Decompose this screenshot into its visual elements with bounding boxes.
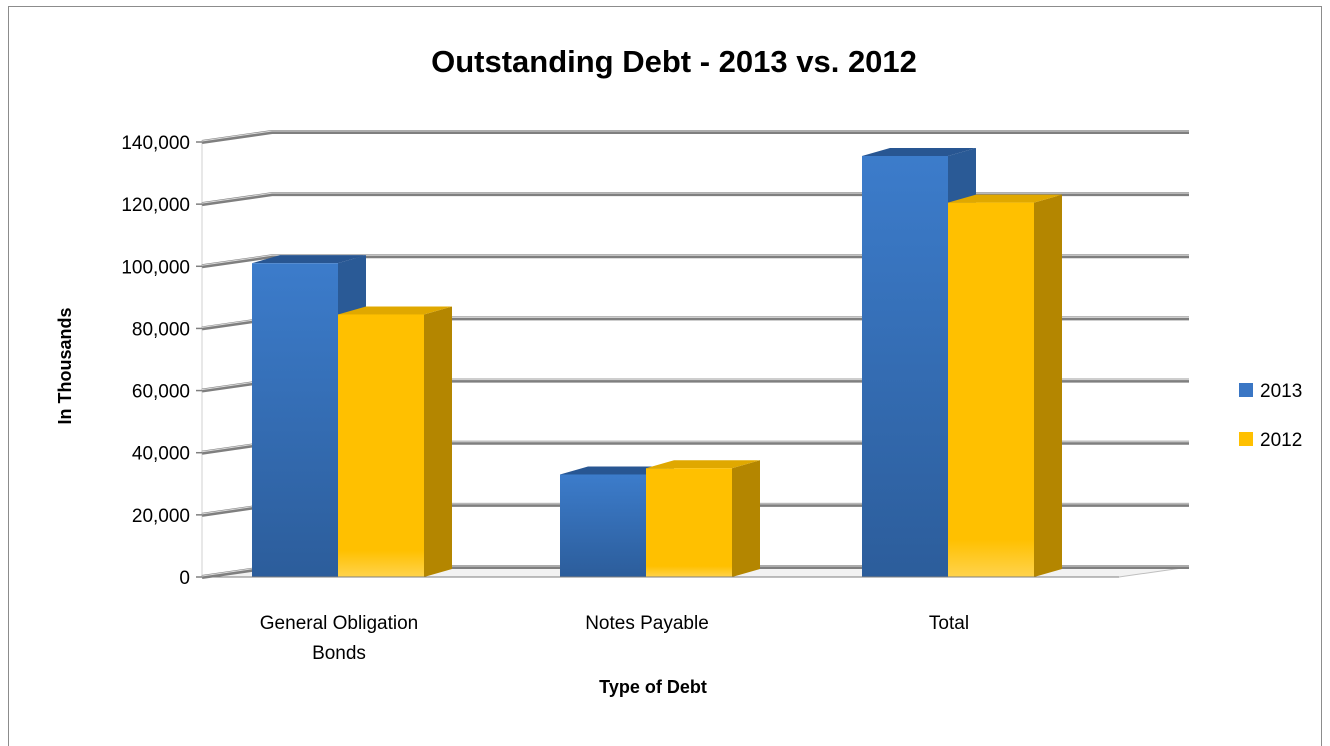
bar-front-face (862, 155, 948, 577)
y-tick-label: 140,000 (121, 133, 190, 154)
bar-side-face (1034, 194, 1062, 577)
legend-swatch-2012 (1239, 432, 1253, 446)
x-tick-label: Notes Payable (585, 613, 709, 634)
bar-front-face (252, 263, 338, 577)
chart-frame: 0 20,000 40,000 60,000 80,000 100,000 120,000 1… (8, 6, 1322, 746)
bar-top-face (948, 194, 1062, 203)
x-tick-label: General Obligation Bonds (260, 613, 418, 664)
y-tick-label: 100,000 (121, 257, 190, 278)
bar-top-face (646, 460, 760, 469)
bar-top-face (560, 466, 674, 475)
y-tick-label: 60,000 (132, 382, 190, 403)
legend-item-2013: 2013 (1239, 381, 1302, 402)
y-axis-title: In Thousands (55, 308, 75, 425)
legend-label-2013: 2013 (1260, 381, 1302, 402)
x-axis-title: Type of Debt (599, 677, 707, 697)
bar-top-face (338, 306, 452, 315)
chart-title: Outstanding Debt - 2013 vs. 2012 (431, 44, 917, 79)
chart-canvas: 0 20,000 40,000 60,000 80,000 100,000 120,000 1… (55, 44, 1302, 697)
bars (202, 147, 1119, 578)
bar-front-face (560, 474, 646, 577)
bar-front-face (646, 468, 732, 577)
y-tick-label: 40,000 (132, 444, 190, 465)
bar-2012-0 (338, 306, 452, 577)
bar-front-face (948, 202, 1034, 577)
y-tick-label: 20,000 (132, 506, 190, 527)
legend-item-2012: 2012 (1239, 430, 1302, 451)
legend-swatch-2013 (1239, 383, 1253, 397)
gridline-highlight (201, 130, 1189, 142)
bar-side-face (424, 306, 452, 577)
bar-side-face (732, 460, 760, 577)
y-tick-label: 120,000 (121, 195, 190, 216)
y-tick-label: 0 (179, 568, 190, 589)
bar-top-face (252, 255, 366, 264)
x-tick-label: Total (929, 613, 969, 634)
bar-2012-2 (948, 194, 1062, 577)
y-axis-ticks: 0 20,000 40,000 60,000 80,000 100,000 120,000 1… (121, 133, 202, 589)
bar-top-face (862, 147, 976, 156)
legend-label-2012: 2012 (1260, 430, 1302, 451)
gridline (201, 130, 1189, 144)
y-tick-label: 80,000 (132, 319, 190, 340)
bar-front-face (338, 314, 424, 577)
legend: 2013 2012 (1239, 381, 1302, 451)
x-axis-tick-labels: General Obligation Bonds Notes Payable Tota… (260, 613, 969, 664)
bar-2012-1 (646, 460, 760, 577)
